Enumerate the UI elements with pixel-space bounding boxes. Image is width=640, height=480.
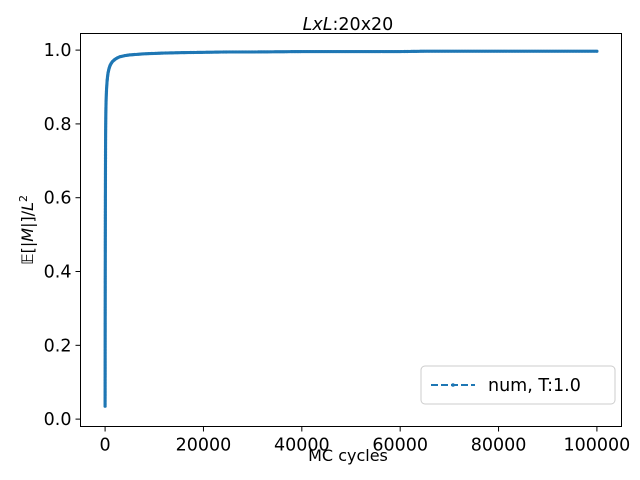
plot-area <box>80 33 622 427</box>
legend: num, T:1.0 <box>420 365 616 405</box>
y-tick-label: 0.0 <box>44 410 72 430</box>
legend-box <box>420 365 616 405</box>
x-axis-label: MC cycles <box>308 446 388 465</box>
x-tick-label: 60000 <box>372 436 428 456</box>
legend-marker <box>451 383 455 387</box>
x-tick-label: 100000 <box>564 436 631 456</box>
series-point <box>595 49 599 53</box>
y-tick-label: 1.0 <box>44 41 72 61</box>
x-tick-label: 80000 <box>471 436 527 456</box>
y-tick-label: 0.2 <box>44 336 72 356</box>
x-tick-label: 20000 <box>176 436 232 456</box>
x-tick-label: 40000 <box>274 436 330 456</box>
y-axis-ticks: 0.0 0.2 0.4 0.6 0.8 1.0 <box>44 41 81 430</box>
y-tick-label: 0.8 <box>44 115 72 135</box>
series-layer <box>103 49 599 408</box>
axes-frame <box>80 33 622 427</box>
y-tick-label: 0.6 <box>44 189 72 209</box>
x-axis-ticks: 0 20000 40000 60000 80000 100000 <box>100 426 631 456</box>
y-axis-label: 𝔼[|M|]/L2 <box>17 195 38 265</box>
legend-label: num, T:1.0 <box>488 376 581 396</box>
y-tick-label: 0.4 <box>44 263 72 283</box>
x-tick-label: 0 <box>100 436 111 456</box>
chart-title: LxL:20x20 <box>303 15 394 35</box>
